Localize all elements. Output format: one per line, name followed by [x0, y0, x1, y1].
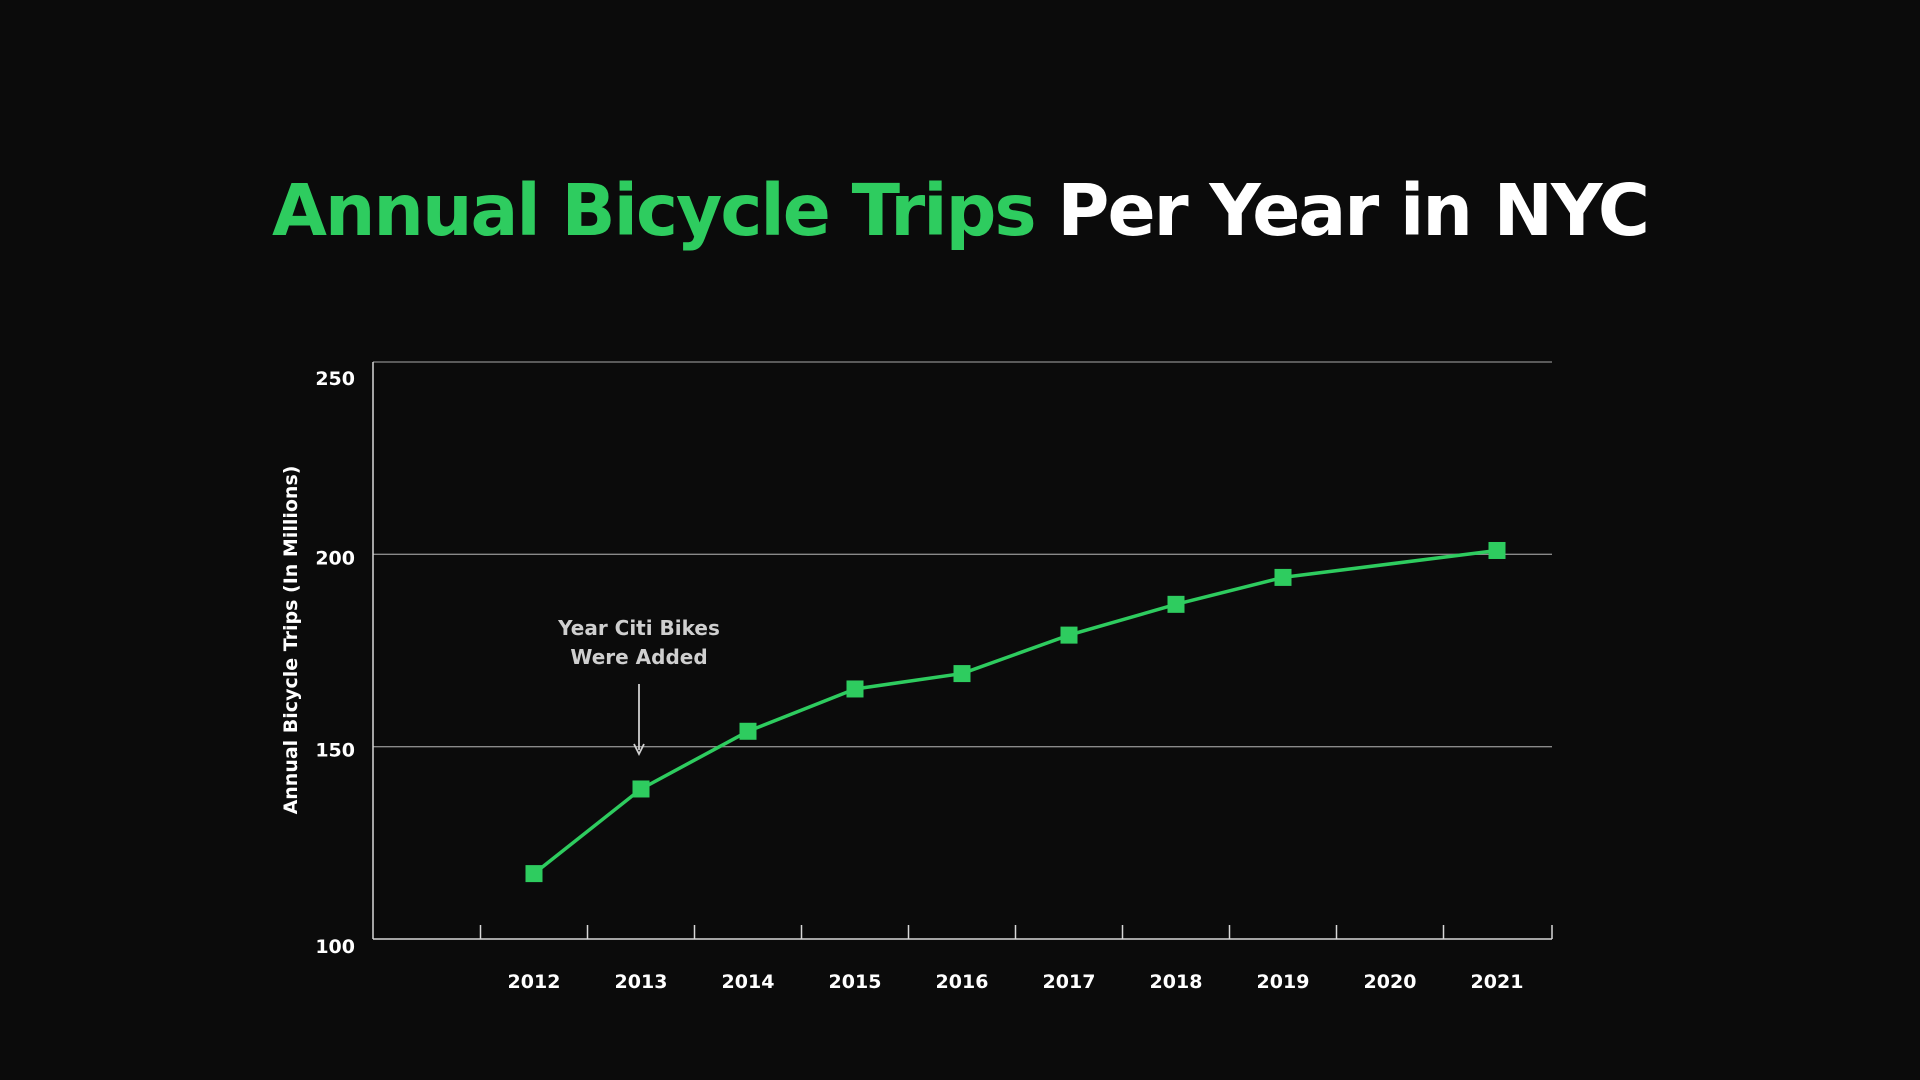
annotation-text-line1: Year Citi Bikes: [557, 616, 720, 640]
annotation-arrow-head: [633, 743, 645, 757]
y-tick-label-100: 100: [315, 936, 355, 958]
y-tick-label-150: 150: [315, 740, 355, 762]
x-tick-label-2015: 2015: [829, 971, 882, 993]
data-point-2016: [953, 665, 971, 683]
x-tick-label-2019: 2019: [1257, 971, 1310, 993]
x-tick-label-2021: 2021: [1471, 971, 1524, 993]
data-point-2013: [632, 780, 650, 798]
annotation-text-line2: Were Added: [570, 645, 707, 669]
chart-title-rest: Per Year in NYC: [1057, 169, 1650, 252]
data-point-2018: [1167, 595, 1185, 613]
x-tick-label-2012: 2012: [508, 971, 561, 993]
axes: [372, 362, 1553, 940]
chart-title-accent: Annual Bicycle Trips: [271, 169, 1037, 252]
x-tick-labels: 2012 2013 2014 2015 2016 2017 2018 2019 2020 2021: [508, 971, 1524, 993]
x-tick-label-2014: 2014: [722, 971, 775, 993]
data-point-2017: [1060, 626, 1078, 644]
x-tick-label-2020: 2020: [1364, 971, 1417, 993]
y-tick-label-250: 250: [315, 368, 355, 390]
series-lines: [532, 548, 1498, 875]
x-tick-label-2018: 2018: [1150, 971, 1203, 993]
x-tick-label-2017: 2017: [1043, 971, 1096, 993]
series-line-0: [532, 548, 1498, 875]
x-tick-label-2016: 2016: [936, 971, 989, 993]
x-tick-label-2013: 2013: [615, 971, 668, 993]
y-axis-label: Annual Bicycle Trips (In Millions): [280, 466, 302, 815]
y-tick-label-200: 200: [315, 547, 355, 569]
data-point-2015: [846, 680, 864, 698]
gridlines: [373, 361, 1552, 748]
chart-title: Annual Bicycle Trips Per Year in NYC: [0, 168, 1920, 253]
data-points: [525, 541, 1506, 883]
annotation: Year Citi Bikes Were Added: [557, 616, 720, 757]
y-tick-labels: 100 150 200 250: [315, 368, 355, 958]
data-point-2019: [1274, 568, 1292, 586]
data-point-2021: [1488, 541, 1506, 559]
data-point-2012: [525, 865, 543, 883]
data-point-2014: [739, 722, 757, 740]
